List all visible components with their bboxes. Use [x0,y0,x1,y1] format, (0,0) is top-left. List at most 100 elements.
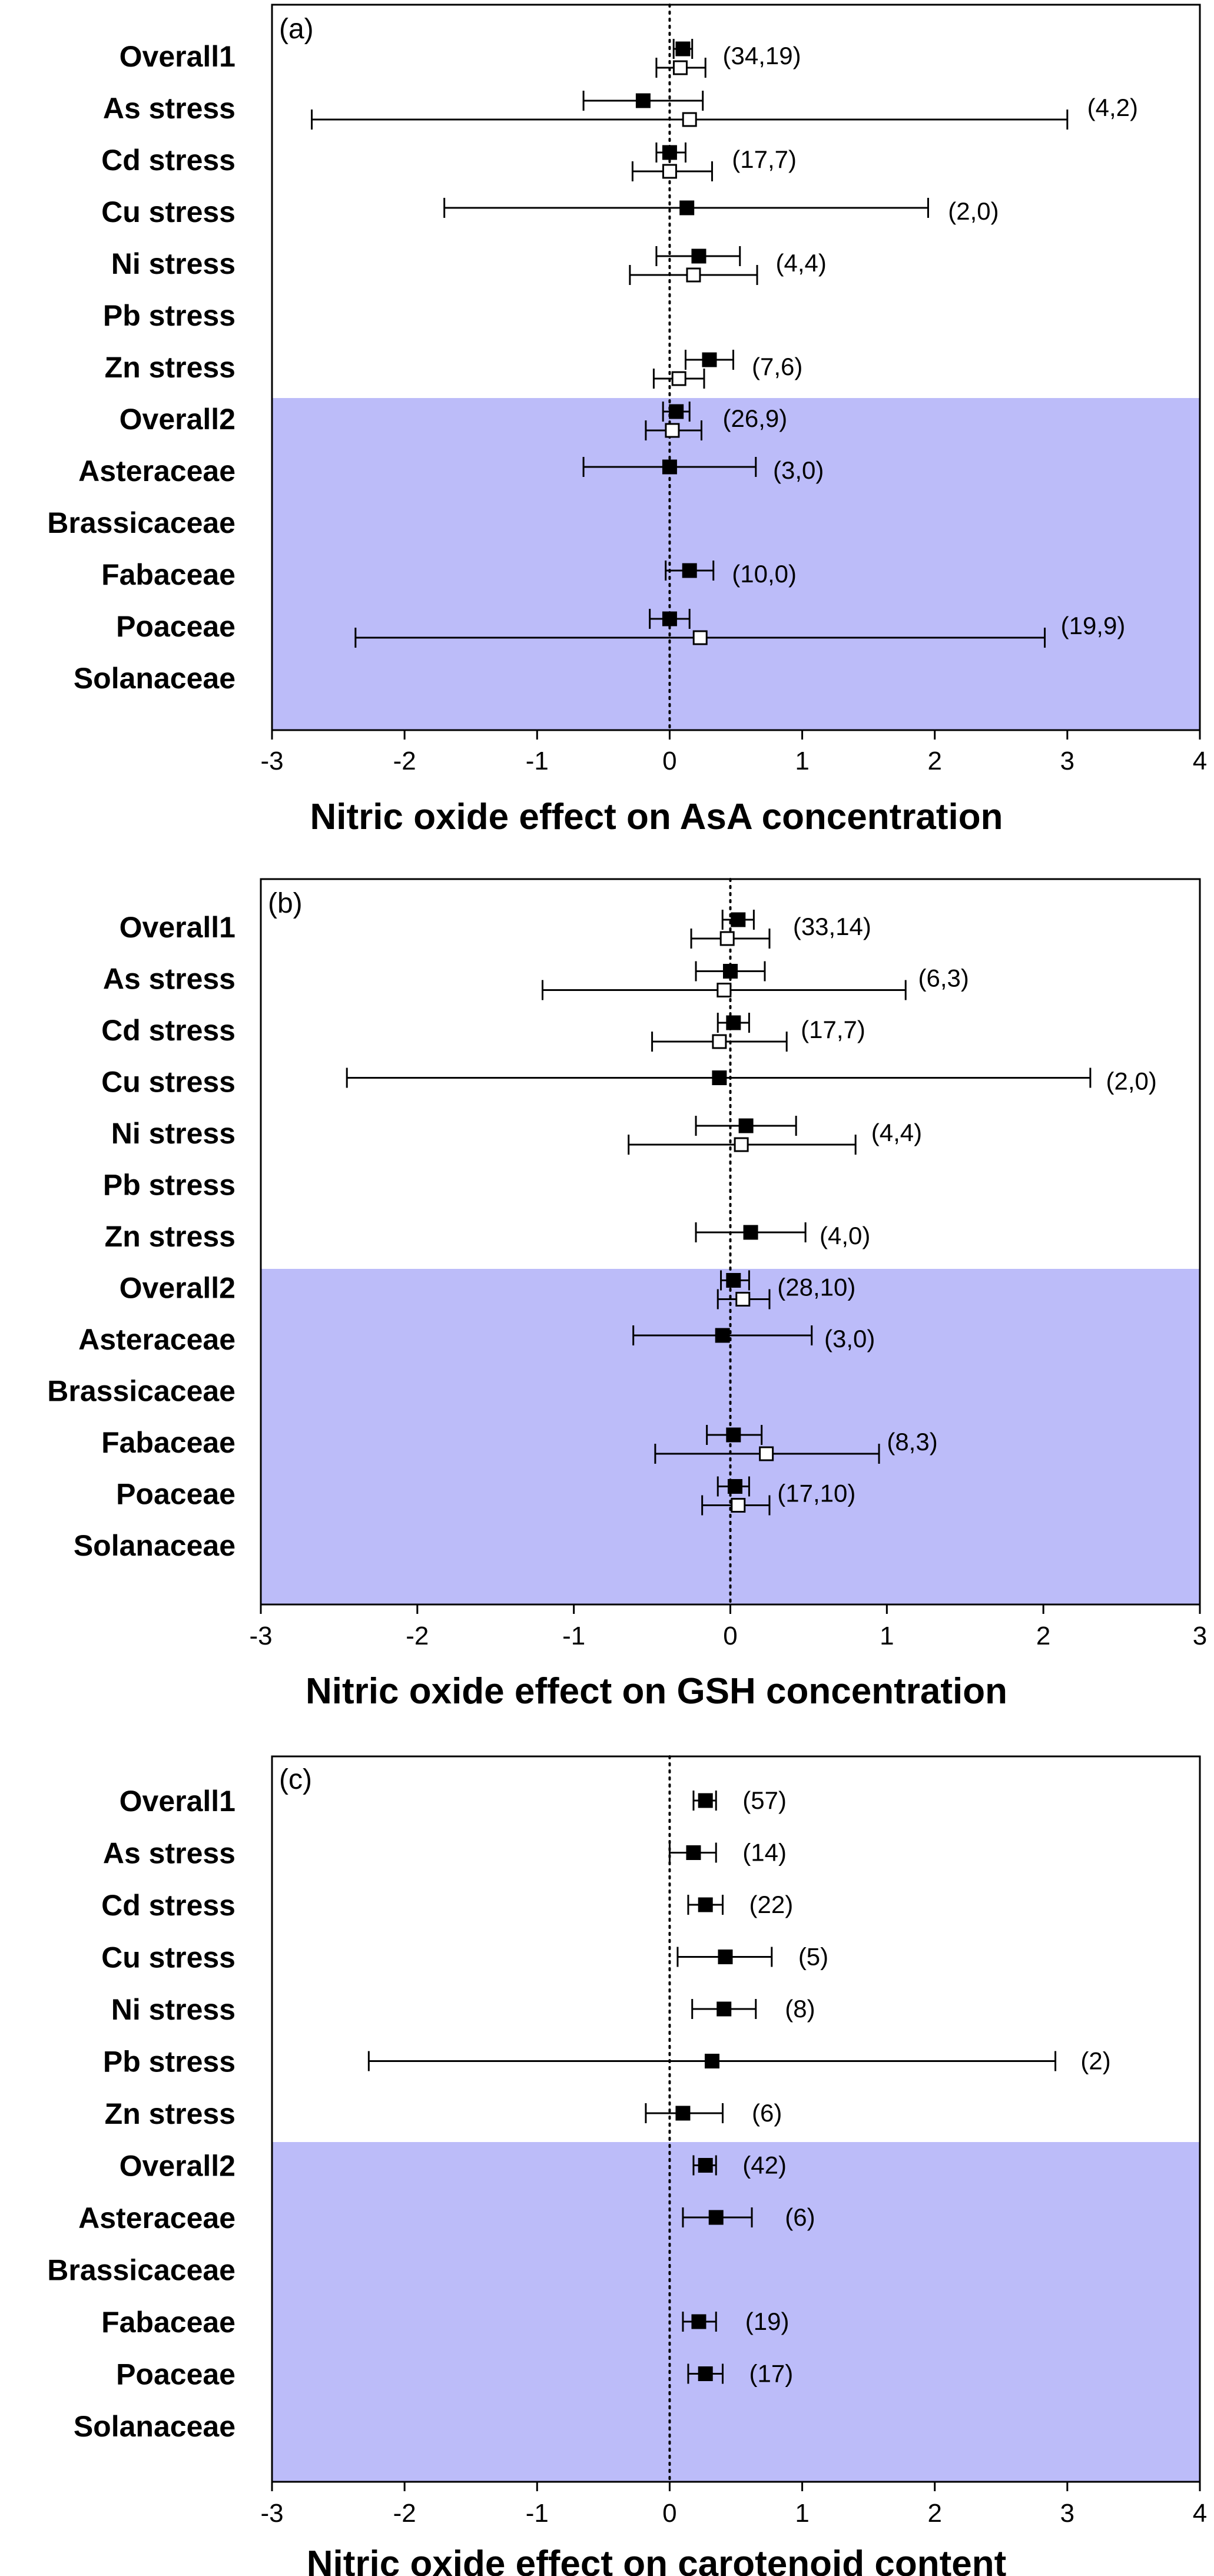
open-square-marker [735,1292,751,1307]
x-tick-label: 3 [1193,1622,1207,1650]
open-square-marker [712,1034,727,1049]
category-label: Cd stress [101,1889,235,1922]
filled-square-marker [691,2314,706,2329]
x-tick-label: -2 [406,1622,429,1650]
x-tick-label: 1 [795,2499,809,2528]
sample-size-annotation: (2) [1080,2047,1110,2075]
category-label: Fabaceae [101,2306,235,2339]
x-tick-label: 1 [880,1622,894,1650]
x-tick-label: -2 [393,747,416,775]
filled-square-marker [718,1950,733,1964]
category-label: Poaceae [116,2358,235,2391]
open-square-marker [731,1498,746,1513]
open-square-marker [665,423,680,438]
plot-frame [271,1755,1201,2483]
category-label: Zn stress [105,351,235,384]
filled-square-marker [702,352,717,367]
filled-square-marker [698,2158,713,2173]
filled-square-marker [712,1070,727,1085]
plot-frame [271,4,1201,731]
sample-size-annotation: (3,0) [773,456,824,484]
open-square-marker [686,267,701,283]
filled-square-marker [686,1845,701,1860]
filled-square-marker [662,145,677,160]
filled-square-marker [743,1225,758,1240]
category-label: Asteraceae [78,1323,235,1356]
x-tick-label: 3 [1060,2499,1074,2528]
sample-size-annotation: (8,3) [887,1428,937,1456]
sample-size-annotation: (42) [742,2151,787,2179]
x-tick-label: -3 [249,1622,272,1650]
category-label: Ni stress [111,1117,235,1150]
category-label: Pb stress [103,2045,235,2078]
sample-size-annotation: (57) [742,1786,787,1814]
sample-size-annotation: (4,2) [1087,94,1138,121]
category-label: Overall1 [120,911,235,944]
category-label: Zn stress [105,1220,235,1253]
filled-square-marker [731,912,746,927]
sample-size-annotation: (2,0) [948,197,999,225]
sample-size-annotation: (4,0) [820,1222,870,1249]
x-tick-label: -3 [260,2499,283,2528]
filled-square-marker [675,2106,691,2121]
open-square-marker [672,60,688,75]
category-label: Overall2 [120,2150,235,2183]
x-tick-label: -1 [526,2499,549,2528]
sample-size-annotation: (6) [752,2099,782,2127]
sample-size-annotation: (5) [798,1943,828,1971]
x-tick-label: 2 [927,2499,941,2528]
open-square-marker [717,983,732,997]
category-label: Ni stress [111,1993,235,2026]
sample-size-annotation: (34,19) [722,42,801,69]
x-tick-label: 3 [1060,747,1074,775]
category-label: Overall1 [120,40,235,73]
category-label: Poaceae [116,610,235,643]
sample-size-annotation: (10,0) [732,560,797,588]
category-label: Pb stress [103,299,235,332]
sample-size-annotation: (17) [749,2360,794,2388]
sample-size-annotation: (19) [745,2308,790,2335]
x-tick-label: 0 [723,1622,737,1650]
category-label: Brassicaceae [47,506,235,539]
category-label: Ni stress [111,247,235,280]
x-axis-title: Nitric oxide effect on carotenoid conten… [307,2544,1006,2576]
x-axis-title: Nitric oxide effect on GSH concentration [306,1671,1007,1712]
filled-square-marker [669,404,684,419]
shaded-family-region [272,398,1200,730]
filled-square-marker [717,2001,732,2017]
filled-square-marker [723,964,738,979]
category-label: Cd stress [101,144,235,177]
category-label: Poaceae [116,1478,235,1511]
sample-size-annotation: (17,10) [777,1480,855,1507]
filled-square-marker [727,1479,742,1494]
category-label: Cu stress [101,1066,235,1099]
sample-size-annotation: (28,10) [777,1274,855,1301]
x-tick-label: -2 [393,2499,416,2528]
filled-square-marker [679,200,695,216]
filled-square-marker [691,248,706,264]
sample-size-annotation: (4,4) [871,1119,922,1146]
filled-square-marker [708,2210,724,2225]
filled-square-marker [698,1793,713,1808]
x-tick-label: 4 [1193,747,1207,775]
open-square-marker [719,931,735,946]
category-label: As stress [103,963,235,996]
category-label: Zn stress [105,2097,235,2130]
category-label: Cu stress [101,1941,235,1974]
x-tick-label: -1 [562,1622,585,1650]
x-tick-label: -1 [526,747,549,775]
x-tick-label: 1 [795,747,809,775]
category-label: Overall1 [120,1785,235,1818]
category-label: Overall2 [120,1272,235,1305]
filled-square-marker [698,1897,713,1912]
x-tick-label: 4 [1193,2499,1207,2528]
sample-size-annotation: (4,4) [776,249,827,277]
panel-label: (a) [279,14,314,45]
category-label: As stress [103,1837,235,1870]
sample-size-annotation: (14) [742,1839,787,1866]
category-label: Asteraceae [78,455,235,488]
sample-size-annotation: (22) [749,1891,794,1918]
x-tick-label: 0 [662,2499,676,2528]
